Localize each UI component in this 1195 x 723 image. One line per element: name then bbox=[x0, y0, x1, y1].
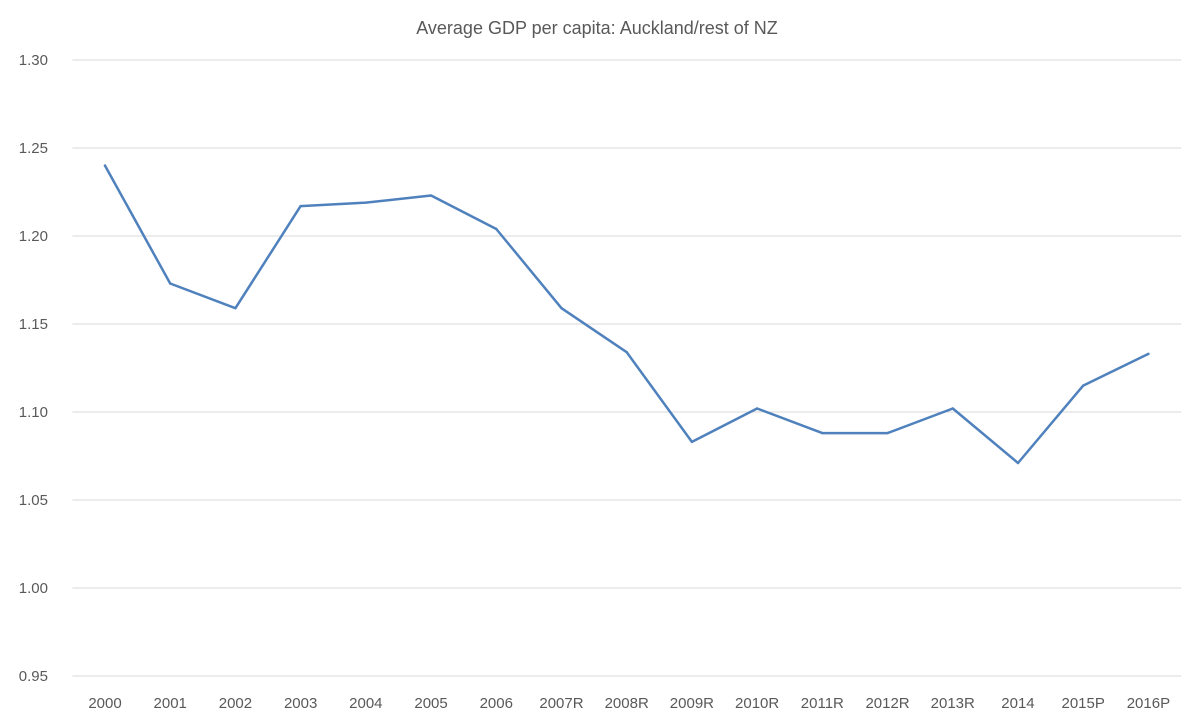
y-tick-label: 1.25 bbox=[19, 140, 48, 157]
y-tick-label: 1.05 bbox=[19, 492, 48, 509]
x-tick-label: 2011R bbox=[801, 695, 844, 712]
data-point bbox=[429, 194, 433, 197]
data-point bbox=[755, 407, 759, 410]
data-point bbox=[1081, 384, 1085, 387]
x-tick-label: 2012R bbox=[865, 695, 909, 712]
x-tick-label: 2003 bbox=[284, 695, 317, 712]
x-tick-label: 2008R bbox=[605, 695, 649, 712]
series-line bbox=[103, 164, 1150, 465]
data-point bbox=[690, 440, 694, 444]
x-tick-label: 2005 bbox=[414, 695, 447, 712]
data-point bbox=[234, 306, 237, 310]
data-point bbox=[299, 204, 302, 208]
y-tick-label: 1.30 bbox=[19, 52, 48, 69]
x-tick-label: 2002 bbox=[219, 695, 252, 712]
x-tick-label: 2009R bbox=[670, 695, 714, 712]
data-point bbox=[169, 282, 172, 285]
x-tick-label: 2006 bbox=[480, 695, 513, 712]
data-point bbox=[1016, 461, 1020, 465]
x-tick-label: 2004 bbox=[349, 695, 382, 712]
y-tick-label: 1.20 bbox=[19, 228, 48, 245]
x-tick-label: 2015P bbox=[1061, 695, 1104, 712]
chart-title: Average GDP per capita: Auckland/rest of… bbox=[416, 18, 778, 38]
data-point bbox=[364, 201, 368, 204]
x-tick-label: 2014 bbox=[1001, 695, 1034, 712]
y-tick-label: 0.95 bbox=[19, 668, 48, 685]
x-tick-label: 2013R bbox=[931, 695, 975, 712]
x-tick-label: 2001 bbox=[154, 695, 187, 712]
y-tick-label: 1.15 bbox=[19, 316, 48, 333]
data-point bbox=[886, 431, 889, 435]
data-point bbox=[951, 407, 954, 410]
y-tick-label: 1.10 bbox=[19, 404, 48, 421]
y-tick-label: 1.00 bbox=[19, 580, 48, 597]
data-point bbox=[103, 164, 107, 167]
data-point bbox=[1147, 352, 1150, 356]
x-tick-label: 2010R bbox=[735, 695, 779, 712]
x-tick-label: 2007R bbox=[539, 695, 583, 712]
data-point bbox=[495, 227, 498, 231]
x-tick-label: 2016P bbox=[1127, 695, 1170, 712]
data-point bbox=[821, 431, 824, 435]
x-tick-label: 2000 bbox=[88, 695, 121, 712]
data-point bbox=[625, 350, 628, 354]
data-point bbox=[560, 306, 563, 310]
